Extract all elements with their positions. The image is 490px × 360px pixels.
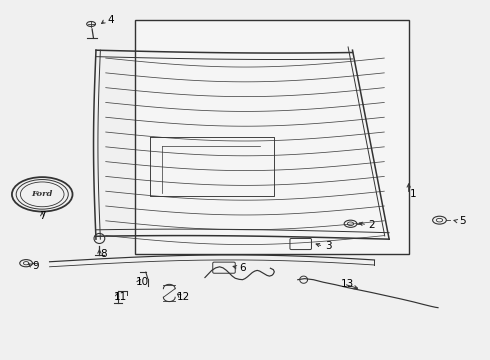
Text: 11: 11 <box>114 292 127 302</box>
Text: 1: 1 <box>410 189 417 199</box>
Text: 10: 10 <box>136 277 149 287</box>
Text: 7: 7 <box>39 211 46 221</box>
Polygon shape <box>135 21 409 253</box>
Text: 2: 2 <box>369 220 375 230</box>
Text: 8: 8 <box>100 248 107 258</box>
Text: Ford: Ford <box>31 190 53 198</box>
Text: 9: 9 <box>32 261 39 271</box>
Text: 12: 12 <box>177 292 191 302</box>
Text: 6: 6 <box>239 263 246 273</box>
Text: 5: 5 <box>459 216 466 226</box>
Text: 13: 13 <box>341 279 354 289</box>
Text: 3: 3 <box>325 241 331 251</box>
Text: 4: 4 <box>107 15 114 26</box>
